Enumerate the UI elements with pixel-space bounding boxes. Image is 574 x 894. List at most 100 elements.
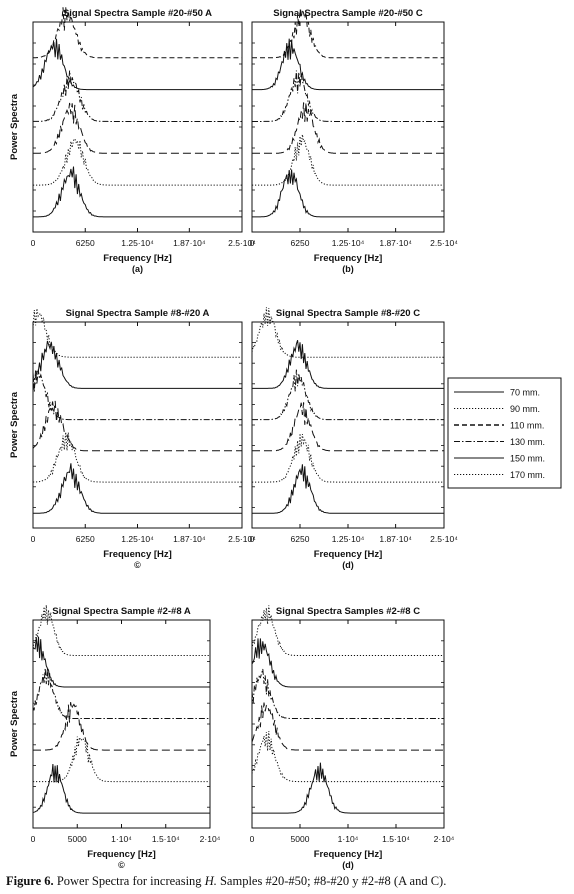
spectrum-trace-2: [32, 38, 242, 91]
x-tick-label: 1.87·10⁴: [379, 238, 412, 248]
panel-label: (a): [132, 264, 143, 274]
spectrum-trace-6: [252, 762, 444, 814]
chart-panel-3: Signal Spectra Sample #8-#20 A 0 6250 1.25·…: [9, 308, 256, 570]
chart-title: Signal Spectra Sample #2-#8 A: [52, 606, 191, 617]
x-axis-label: Frequency [Hz]: [314, 253, 383, 264]
x-tick-label: 5000: [68, 834, 87, 844]
spectrum-trace-3: [32, 668, 210, 719]
x-tick-label: 6250: [76, 534, 95, 544]
spectrum-trace-5: [33, 137, 242, 186]
x-axis-label: Frequency [Hz]: [314, 549, 383, 560]
figure-caption: Figure 6. Power Spectra for increasing H…: [6, 874, 572, 889]
legend-label: 150 mm.: [510, 454, 545, 464]
plot-frame: [32, 21, 243, 233]
legend: 70 mm. 90 mm. 110 mm. 130 mm. 150 mm. 170 mm.: [447, 377, 562, 489]
spectrum-trace-6: [252, 464, 444, 514]
spectrum-trace-5: [252, 134, 444, 186]
x-tick-label: 2.5·10⁴: [430, 238, 458, 248]
x-tick-label: 2·10⁴: [434, 834, 455, 844]
x-tick-label: 0: [250, 238, 255, 248]
spectrum-trace-3: [251, 668, 444, 719]
x-axis-label: Frequency [Hz]: [103, 253, 172, 264]
x-tick-label: 1·10⁴: [338, 834, 359, 844]
legend-label: 90 mm.: [510, 404, 540, 414]
x-axis-label: Frequency [Hz]: [314, 849, 383, 860]
spectrum-trace-2: [252, 38, 444, 91]
spectrum-trace-3: [32, 369, 242, 421]
spectrum-trace-3: [252, 70, 444, 122]
x-tick-label: 0: [250, 534, 255, 544]
figure: Signal Spectra Sample #20-#50 A 0 6250 1.25…: [9, 7, 562, 870]
x-tick-label: 0: [31, 238, 36, 248]
x-tick-label: 1.25·10⁴: [121, 238, 154, 248]
x-tick-label: 6250: [291, 534, 310, 544]
spectrum-trace-4: [251, 702, 444, 751]
x-tick-label: 0: [31, 834, 36, 844]
x-tick-label: 0: [31, 534, 36, 544]
x-tick-label: 5000: [291, 834, 310, 844]
spectrum-trace-5: [251, 731, 444, 783]
legend-label: 110 mm.: [510, 421, 544, 431]
spectrum-trace-4: [252, 402, 444, 452]
spectrum-trace-6: [33, 166, 242, 218]
caption-italic: H.: [204, 874, 217, 888]
spectrum-trace-1: [32, 605, 210, 656]
x-tick-label: 1.5·10⁴: [382, 834, 410, 844]
spectrum-trace-6: [33, 463, 242, 514]
x-tick-label: 1.25·10⁴: [121, 534, 154, 544]
plot-frame: [32, 321, 243, 529]
x-tick-label: 1.87·10⁴: [173, 238, 206, 248]
panel-label: (b): [342, 264, 354, 274]
x-tick-label: 1.87·10⁴: [379, 534, 412, 544]
spectrum-trace-3: [33, 70, 242, 122]
spectrum-trace-2: [32, 636, 210, 688]
caption-label: Figure 6.: [6, 874, 54, 888]
spectrum-trace-5: [33, 736, 210, 783]
chart-panel-4: Signal Spectra Sample #8-#20 C 0 6250 1.25·…: [250, 307, 458, 570]
y-axis-label: Power Spectra: [9, 690, 20, 757]
panel-label: ©: [118, 860, 125, 870]
plot-frame: [32, 619, 211, 829]
spectrum-trace-2: [251, 638, 444, 688]
y-axis-label: Power Spectra: [9, 93, 20, 160]
x-tick-label: 2.5·10⁴: [430, 534, 458, 544]
x-tick-label: 2.5·10⁴: [228, 534, 256, 544]
x-tick-label: 1.87·10⁴: [173, 534, 206, 544]
chart-title: Signal Spectra Sample #20-#50 A: [63, 8, 212, 19]
x-tick-label: 1.25·10⁴: [332, 238, 365, 248]
x-axis-label: Frequency [Hz]: [103, 549, 172, 560]
spectrum-trace-6: [32, 763, 210, 814]
caption-text-2: Samples #20-#50; #8-#20 y #2-#8 (A and C…: [216, 874, 447, 888]
plot-frame: [251, 321, 445, 529]
spectrum-trace-5: [33, 432, 242, 483]
x-tick-label: 0: [250, 834, 255, 844]
x-axis-label: Frequency [Hz]: [87, 849, 156, 860]
legend-box: [447, 377, 562, 489]
spectrum-trace-6: [252, 169, 444, 218]
x-tick-label: 6250: [291, 238, 310, 248]
x-tick-label: 2·10⁴: [200, 834, 221, 844]
plot-frame: [251, 619, 445, 829]
spectrum-trace-4: [252, 102, 444, 154]
chart-title: Signal Spectra Sample #8-#20 A: [66, 308, 210, 319]
spectrum-trace-4: [33, 702, 210, 751]
spectrum-trace-3: [252, 369, 444, 421]
chart-panel-6: Signal Spectra Samples #2-#8 C 0 5000 1·10⁴…: [250, 605, 455, 870]
x-tick-label: 6250: [76, 238, 95, 248]
x-tick-label: 1.5·10⁴: [152, 834, 180, 844]
y-axis-label: Power Spectra: [9, 391, 20, 458]
panel-label: (d): [342, 860, 354, 870]
chart-title: Signal Spectra Samples #2-#8 C: [276, 606, 420, 617]
chart-panel-2: Signal Spectra Sample #20-#50 C 0 6250 1.25…: [250, 8, 459, 274]
x-tick-label: 2.5·10⁴: [228, 238, 256, 248]
chart-panel-5: Signal Spectra Sample #2-#8 A 0 5000 1·10⁴ 1…: [9, 605, 221, 870]
chart-title: Signal Spectra Sample #20-#50 C: [273, 8, 423, 19]
spectrum-trace-2: [32, 340, 242, 389]
legend-label: 70 mm.: [510, 388, 540, 398]
legend-label: 130 mm.: [510, 437, 545, 447]
spectrum-trace-4: [33, 102, 242, 154]
spectrum-trace-2: [252, 340, 444, 389]
panel-label: ©: [134, 560, 141, 570]
spectrum-trace-1: [251, 605, 444, 656]
chart-panel-1: Signal Spectra Sample #20-#50 A 0 6250 1.25…: [9, 7, 256, 274]
